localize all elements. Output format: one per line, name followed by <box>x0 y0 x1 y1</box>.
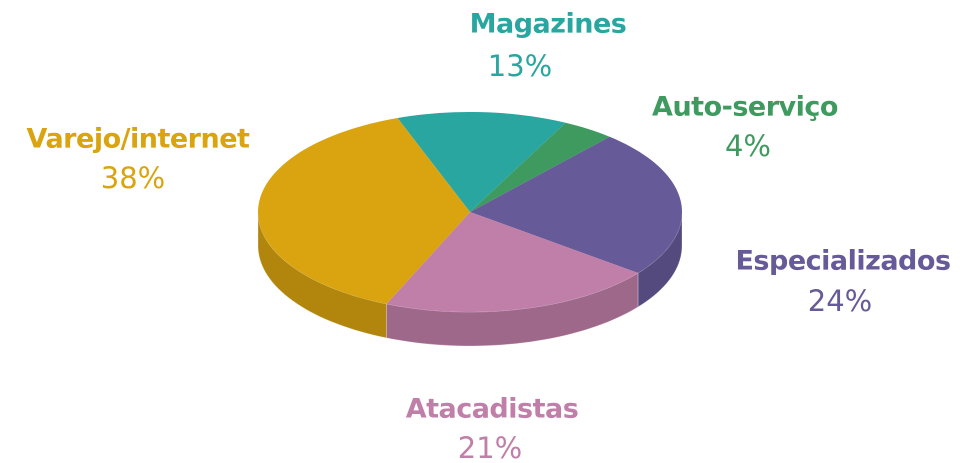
value-label: 13% <box>488 49 552 83</box>
slice-label: Auto-serviço <box>652 92 838 123</box>
slice <box>258 118 470 304</box>
value-label: 21% <box>458 431 522 463</box>
slice-side <box>386 272 639 347</box>
slice-label: Magazines <box>470 9 627 40</box>
slice-side <box>637 211 683 308</box>
slice <box>397 112 566 212</box>
value-label: 38% <box>101 161 165 195</box>
slice <box>470 122 610 212</box>
slice <box>386 212 638 312</box>
value-label: 24% <box>808 284 872 318</box>
slice-label: Atacadistas <box>406 394 579 425</box>
slice <box>470 136 682 274</box>
value-label: 4% <box>725 129 771 163</box>
slice-side <box>257 211 387 339</box>
slice-label: Varejo/internet <box>27 124 250 155</box>
slice-label: Especializados <box>735 246 950 277</box>
